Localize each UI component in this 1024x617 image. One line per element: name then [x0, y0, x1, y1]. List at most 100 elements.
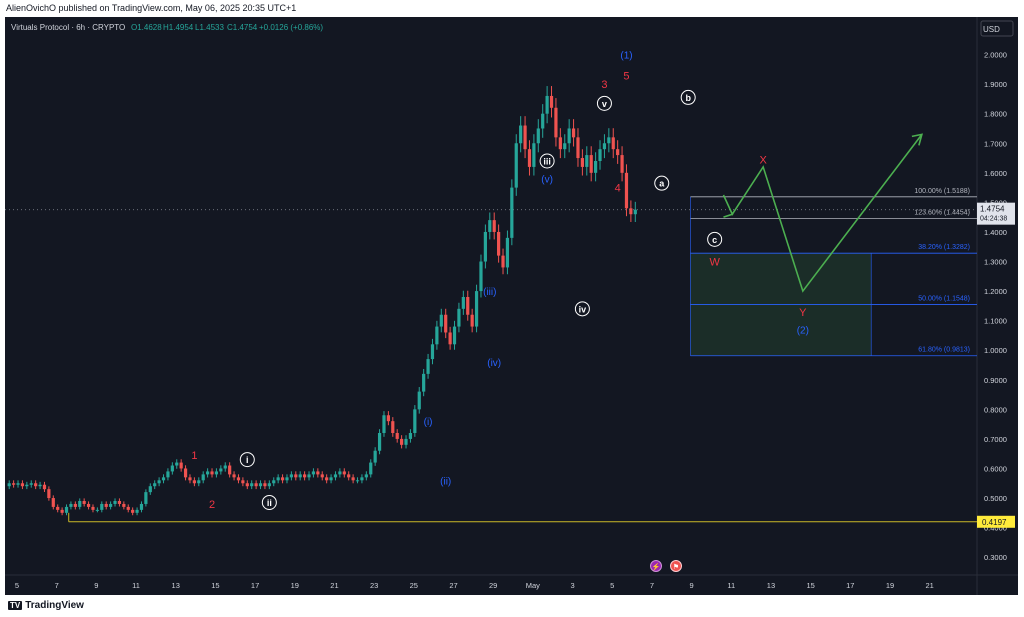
candle-body [435, 326, 439, 345]
candle-body [241, 480, 245, 484]
candle-body [272, 480, 276, 484]
candle-body [73, 503, 77, 507]
candle-body [104, 503, 108, 507]
projection-path [722, 133, 923, 293]
chart-frame[interactable]: 100.00% (1.5188) 123.60% (1.4454) 38.20% (… [5, 17, 1018, 595]
candle-body [616, 149, 620, 156]
candle-body [285, 477, 289, 481]
candle-body [541, 113, 545, 129]
last-price-value: 1.4754 [980, 205, 1005, 214]
x-tick-label: May [526, 581, 540, 590]
candle-body [78, 501, 82, 507]
candle-body [430, 344, 435, 360]
candle-body [558, 137, 562, 150]
wave-label: iv [579, 304, 587, 314]
candle-body [289, 474, 293, 478]
wave-label: (v) [541, 175, 553, 186]
candle-body [563, 143, 567, 150]
candle-body [320, 474, 324, 478]
candle-body [510, 187, 514, 238]
wave-label: a [659, 179, 665, 189]
candle-body [214, 471, 219, 475]
ohlc-value: O1.4628 [131, 23, 162, 32]
candle-body [183, 468, 188, 478]
candle-body [338, 471, 342, 475]
candle-body [532, 143, 536, 167]
x-tick-label: 7 [650, 581, 654, 590]
candle-body [236, 477, 241, 481]
candle-body [351, 477, 355, 481]
candle-body [170, 465, 174, 472]
x-tick-label: 7 [55, 581, 59, 590]
candle-body [417, 391, 421, 410]
candle-body [629, 208, 633, 215]
candle-body [571, 128, 576, 138]
candle-body [161, 477, 166, 481]
flag-icon[interactable] [670, 560, 682, 572]
y-tick-label: 1.4000 [984, 228, 1007, 237]
wave-label: i [246, 455, 249, 465]
price-chart[interactable]: 100.00% (1.5188) 123.60% (1.4454) 38.20% (… [5, 17, 1018, 595]
candle-body [144, 492, 148, 504]
candle-body [426, 359, 430, 374]
lightning-icon[interactable] [650, 560, 662, 572]
candle-body [307, 474, 311, 478]
y-tick-label: 1.2000 [984, 287, 1007, 296]
y-tick-label: 0.7000 [984, 435, 1007, 444]
candle-body [598, 149, 602, 161]
candle-body [408, 433, 413, 439]
candle-body [316, 471, 320, 475]
candle-body [86, 503, 91, 507]
candle-body [153, 483, 157, 487]
candle-body [263, 483, 267, 487]
candle-body [232, 474, 236, 478]
x-tick-label: 21 [330, 581, 338, 590]
candle-body [347, 474, 351, 478]
candle-body [135, 509, 139, 513]
candle-body [20, 483, 25, 487]
candle-body [439, 314, 443, 327]
candle-body [7, 483, 11, 487]
candle-body [298, 474, 302, 478]
candle-body [404, 438, 408, 445]
candle-body [325, 477, 329, 481]
candle-body [109, 503, 113, 507]
candle-body [360, 477, 364, 481]
candle-body [95, 509, 99, 511]
publish-info: AlienOvichO published on TradingView.com… [6, 3, 297, 13]
candle-body [611, 137, 615, 150]
brand-label: TradingView [25, 600, 84, 611]
candle-body [38, 484, 42, 487]
candle-body [91, 506, 95, 510]
candle-body [188, 477, 192, 481]
candle-body [12, 483, 16, 485]
candle-body [602, 143, 607, 150]
wave-label: W [709, 257, 720, 269]
support-tag [977, 515, 1015, 528]
candle-body [210, 471, 214, 475]
candle-body [355, 480, 360, 482]
candle-body [258, 483, 263, 487]
wave-label: 5 [623, 70, 629, 82]
wave-label: c [712, 235, 717, 245]
tradingview-logo[interactable]: TV TradingView [8, 600, 84, 611]
x-tick-label: 29 [489, 581, 497, 590]
candle-body [82, 501, 86, 504]
candle-body [51, 498, 55, 507]
candle-body [545, 95, 549, 114]
wave-label: X [759, 155, 767, 167]
fib-label: 100.00% (1.5188) [914, 188, 970, 195]
candle-body [479, 261, 483, 292]
wave-label: 1 [191, 450, 197, 462]
currency-box[interactable] [980, 20, 1014, 37]
candle-body [131, 509, 135, 513]
candle-body [250, 483, 254, 487]
wave-label: (2) [797, 326, 809, 337]
candle-body [474, 291, 479, 327]
candle-body [16, 483, 20, 485]
candle-body [219, 468, 223, 472]
candle-body [113, 501, 117, 504]
candle-body [444, 314, 448, 333]
x-tick-label: 23 [370, 581, 378, 590]
wave-label: b [685, 93, 691, 103]
